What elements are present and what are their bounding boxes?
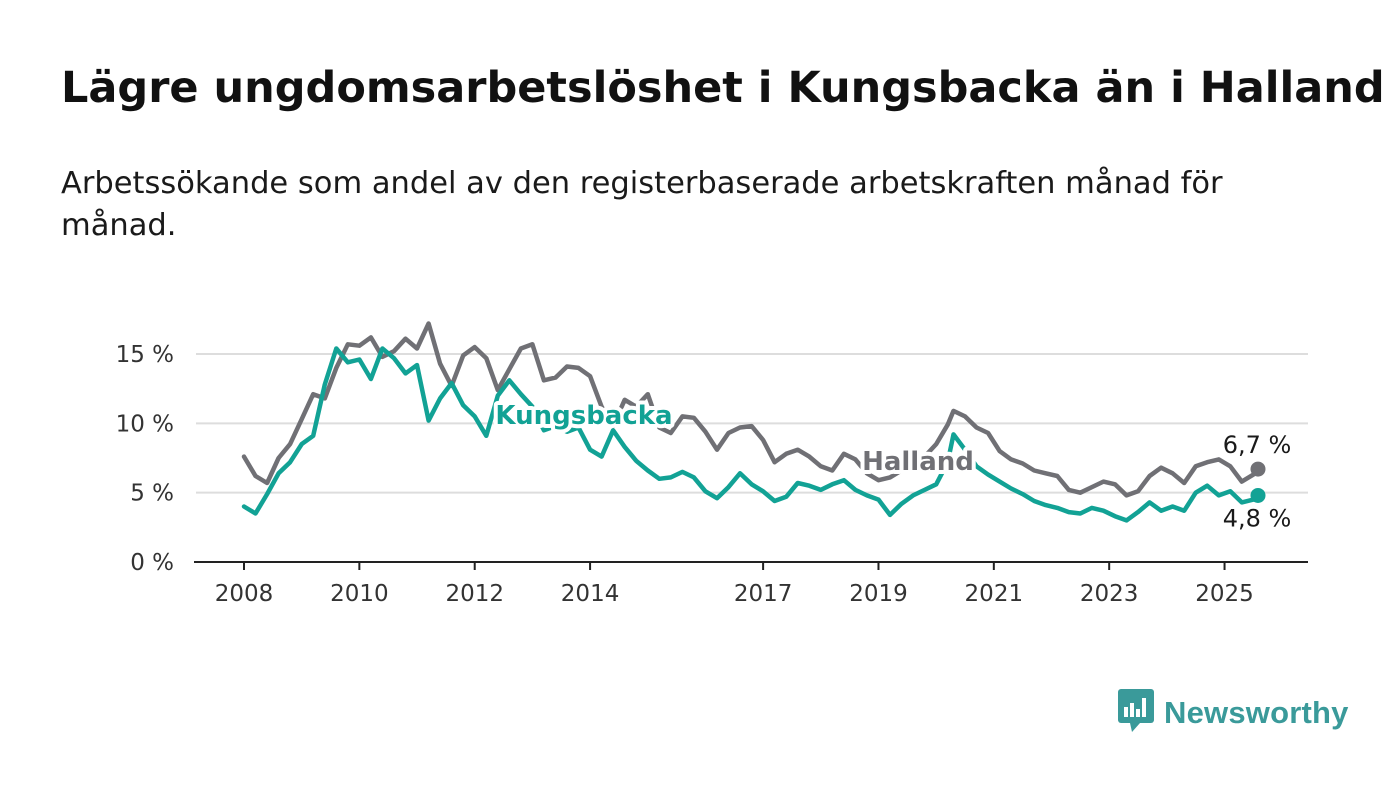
newsworthy-logo-icon — [1118, 689, 1154, 737]
x-tick-label: 2017 — [734, 581, 793, 607]
x-tick-label: 2012 — [445, 581, 504, 607]
x-tick-label: 2019 — [849, 581, 908, 607]
y-axis-ticks: 0 % 5 % 10 % 15 % — [116, 342, 174, 576]
grid-lines — [196, 353, 1308, 494]
x-tick-label: 2021 — [965, 581, 1024, 607]
end-point-halland — [1250, 461, 1266, 477]
x-tick-label: 2025 — [1195, 581, 1254, 607]
end-point-kungsbacka — [1250, 487, 1266, 503]
x-tick-label: 2008 — [215, 581, 274, 607]
end-label-halland: 6,7 % — [1223, 431, 1292, 459]
series-labels: 6,7 % 4,8 % Halland Kungsbacka — [491, 397, 1292, 532]
series-line-halland — [241, 321, 1261, 498]
series-line-kungsbacka — [241, 346, 1261, 523]
series-label-halland: Halland — [862, 447, 974, 477]
brand-name: Newsworthy — [1164, 695, 1349, 730]
chart-subtitle: Arbetssökande som andel av den registerb… — [61, 166, 1223, 243]
y-tick-label: 15 % — [116, 342, 174, 368]
series-lines — [241, 321, 1266, 523]
x-tick-label: 2023 — [1080, 581, 1139, 607]
x-tick-label: 2014 — [561, 581, 620, 607]
series-label-kungsbacka: Kungsbacka — [495, 401, 672, 431]
x-axis-ticks: 2008 2010 2012 2014 2017 2019 2021 2023 2025 — [215, 562, 1254, 607]
y-tick-label: 10 % — [116, 411, 174, 437]
newsworthy-brand[interactable]: Newsworthy — [1118, 689, 1349, 737]
y-tick-label: 5 % — [130, 481, 174, 507]
x-tick-label: 2010 — [330, 581, 389, 607]
chart-title: Lägre ungdomsarbetslöshet i Kungsbacka ä… — [61, 63, 1385, 113]
y-tick-label: 0 % — [130, 550, 174, 576]
end-label-kungsbacka: 4,8 % — [1223, 504, 1292, 532]
